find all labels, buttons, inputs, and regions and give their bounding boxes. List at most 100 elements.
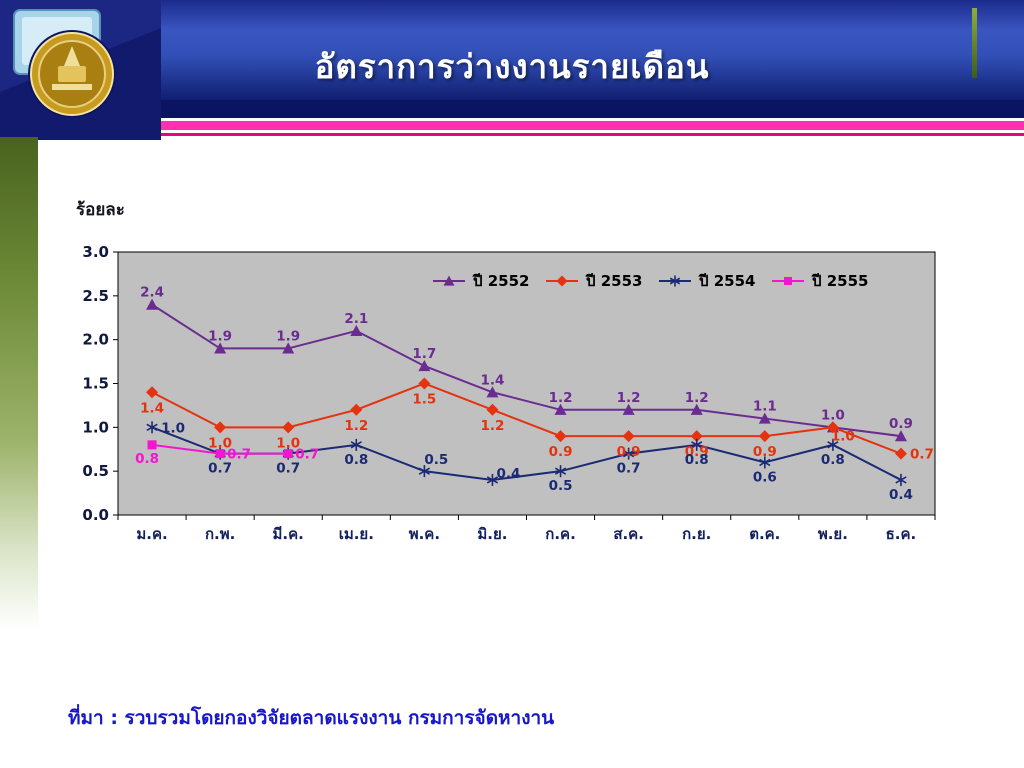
ministry-logo: [0, 0, 161, 140]
unemployment-chart: 0.0 0.5 1.0 1.5 2.0 2.5 3.0 ม.ค. ก.พ. มี.ค. เม.ย. พ…: [50, 240, 960, 570]
y-tick-label: 2.0: [82, 331, 109, 349]
x-axis-label: มี.ค.: [273, 525, 304, 543]
series-1: [146, 298, 907, 442]
header-green-accent: [972, 8, 977, 78]
data-label: 1.2: [617, 390, 641, 406]
crimson-stripe: [0, 133, 1024, 136]
x-axis-label: ธ.ค.: [886, 525, 917, 543]
square-marker: [784, 277, 792, 285]
asterisk-marker: [146, 421, 158, 434]
triangle-marker: [486, 386, 499, 398]
data-label: 0.7: [276, 461, 300, 477]
ministry-seal-icon: [28, 30, 116, 118]
diamond-marker: [282, 421, 295, 434]
data-label: 0.9: [549, 444, 573, 460]
x-axis-label: พ.ย.: [818, 525, 848, 543]
y-tick-label: 2.5: [82, 287, 109, 305]
asterisk-marker: [669, 275, 681, 287]
y-tick-label: 1.0: [82, 418, 109, 436]
series-line: [151, 382, 902, 455]
data-label: 1.2: [344, 418, 368, 434]
square-marker: [283, 449, 293, 459]
legend-item: ปี 2553: [546, 272, 643, 290]
x-axis-label: ต.ค.: [749, 525, 780, 543]
data-label: 1.0: [821, 407, 845, 423]
triangle-marker: [418, 359, 431, 372]
data-label: 1.0: [831, 428, 855, 444]
diamond-marker: [894, 447, 907, 460]
x-axis-label: ก.ค.: [545, 525, 576, 543]
diamond-marker: [418, 377, 431, 390]
x-axis-label: ก.ย.: [682, 525, 711, 543]
diamond-marker: [554, 430, 567, 443]
data-label: 0.9: [889, 416, 913, 432]
data-label: 0.5: [549, 478, 573, 494]
legend-item-label: ปี 2553: [585, 272, 642, 290]
diamond-marker: [758, 430, 771, 443]
data-label: 1.9: [208, 328, 232, 344]
asterisk-marker: [350, 438, 362, 451]
data-label: 0.6: [753, 469, 777, 485]
page-title: อัตราการว่างงานรายเดือน: [314, 47, 710, 86]
data-label: 1.4: [140, 400, 164, 416]
asterisk-marker: [759, 456, 771, 469]
data-label: 0.7: [295, 447, 319, 463]
diamond-marker: [350, 403, 363, 416]
triangle-marker: [214, 342, 227, 354]
y-tick-label: 0.5: [82, 462, 109, 480]
data-label: 1.5: [412, 392, 436, 408]
data-label: 1.0: [161, 420, 185, 436]
data-label: 2.1: [344, 311, 368, 327]
left-green-bar: [0, 137, 38, 629]
plot-area: [117, 251, 936, 516]
x-axis-label: ก.พ.: [205, 525, 235, 543]
data-label: 0.7: [910, 447, 934, 463]
data-label: 0.7: [208, 461, 232, 477]
triangle-marker: [146, 298, 159, 310]
diamond-marker: [146, 386, 159, 399]
legend: ปี 2552 ปี 2553 ปี 2554 ปี 2555: [433, 272, 869, 290]
y-tick-label: 1.5: [82, 375, 109, 393]
data-label: 0.5: [424, 452, 448, 468]
asterisk-marker: [486, 473, 499, 486]
data-label: 0.8: [821, 452, 845, 468]
data-label: 0.7: [617, 461, 641, 477]
data-label: 0.9: [617, 444, 641, 460]
x-axis-label: ม.ค.: [136, 525, 167, 543]
y-axis-title: ร้อยละ: [76, 200, 125, 220]
asterisk-marker: [827, 438, 839, 451]
pink-stripe: [0, 121, 1024, 130]
data-label: 0.4: [889, 487, 913, 503]
triangle-marker: [690, 403, 703, 415]
asterisk-marker: [623, 447, 635, 460]
header-bar: [0, 0, 1024, 100]
data-label: 0.4: [496, 466, 520, 482]
line-chart-svg: 0.0 0.5 1.0 1.5 2.0 2.5 3.0 ม.ค. ก.พ. มี.ค. เม.ย. พ…: [82, 243, 936, 543]
asterisk-marker: [895, 473, 907, 486]
triangle-marker: [282, 342, 295, 354]
series-4: [147, 440, 293, 459]
asterisk-marker: [691, 438, 703, 451]
legend-item: ปี 2552: [433, 272, 530, 290]
asterisk-marker: [418, 465, 430, 478]
diamond-marker: [556, 275, 568, 287]
triangle-marker: [443, 275, 455, 286]
data-label: 1.7: [412, 346, 436, 362]
y-tick-label: 3.0: [82, 243, 109, 261]
series-2: [146, 377, 907, 460]
x-axis-label: ส.ค.: [613, 525, 644, 543]
triangle-marker: [758, 412, 771, 424]
data-label: 0.9: [753, 444, 777, 460]
data-label: 0.8: [344, 452, 368, 468]
legend-item: ปี 2555: [772, 272, 869, 290]
x-axis-label: เม.ย.: [339, 525, 374, 543]
legend-item-label: ปี 2555: [811, 272, 868, 290]
square-marker: [147, 440, 157, 450]
data-label: 2.4: [140, 285, 164, 301]
legend-item: ปี 2554: [659, 272, 756, 290]
logo-graphic: [0, 0, 161, 140]
data-label: 0.9: [685, 444, 709, 460]
data-label: 1.0: [208, 435, 232, 451]
triangle-marker: [350, 324, 363, 336]
data-label: 1.1: [753, 399, 777, 415]
